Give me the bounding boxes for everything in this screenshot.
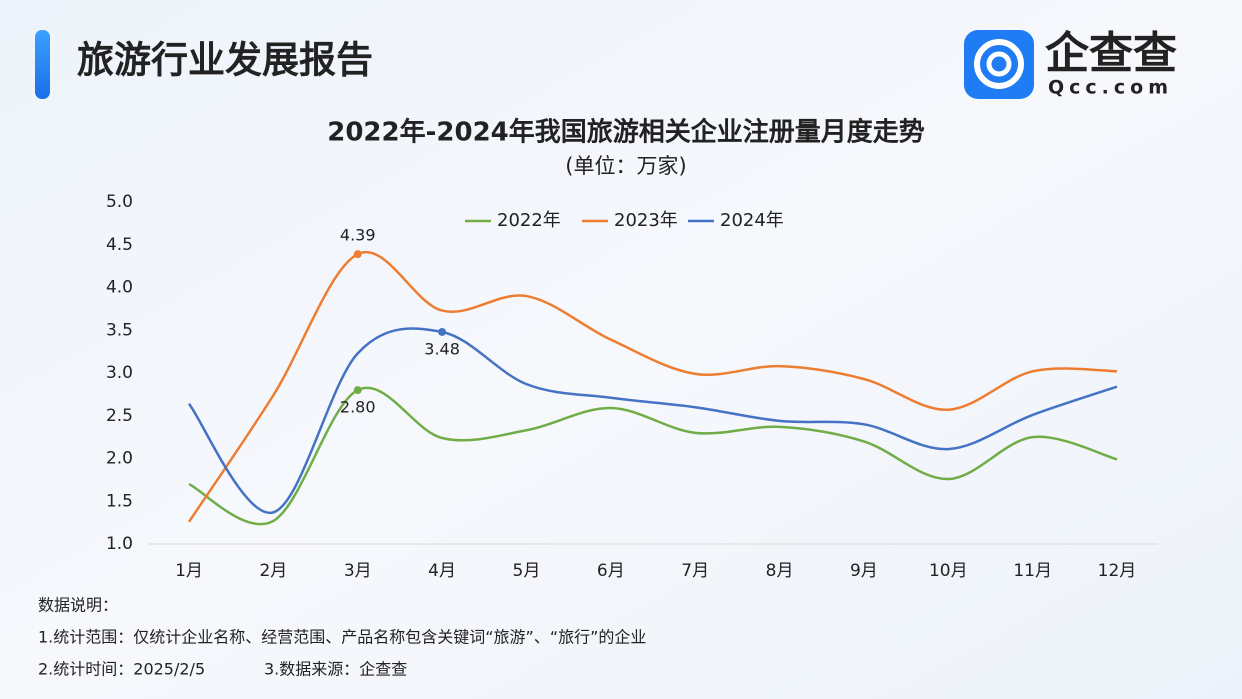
logo-inner [986, 51, 1012, 77]
chart-title: 2022年-2024年我国旅游相关企业注册量月度走势 [327, 117, 925, 148]
series-line [187, 250, 1118, 523]
logo-name: 企查查 [1045, 28, 1177, 79]
y-tick-label: 2.5 [106, 406, 133, 426]
x-tick-label: 4月 [428, 561, 456, 581]
legend-label: 2023年 [614, 210, 678, 231]
x-tick-label: 11月 [1013, 561, 1052, 581]
y-tick-label: 3.0 [106, 363, 133, 383]
series-line [188, 386, 1118, 526]
x-tick-label: 6月 [597, 561, 625, 581]
y-tick-label: 3.5 [106, 320, 133, 340]
data-label: 3.48 [424, 339, 460, 358]
x-tick-label: 7月 [681, 561, 709, 581]
data-point [353, 250, 362, 259]
data-label: 2.80 [340, 398, 376, 417]
legend-label: 2024年 [720, 210, 784, 231]
data-point [353, 386, 362, 395]
y-tick-label: 4.5 [106, 235, 133, 255]
report-title: 旅游行业发展报告 [77, 39, 373, 82]
notes-heading: 数据说明： [38, 596, 118, 615]
data-point [438, 327, 447, 336]
y-tick-label: 1.5 [106, 491, 133, 511]
y-tick-label: 1.0 [106, 534, 133, 554]
legend-label: 2022年 [497, 210, 561, 231]
note: 1.统计范围：仅统计企业名称、经营范围、产品名称包含关键词“旅游”、“旅行”的企… [38, 628, 646, 647]
x-tick-label: 1月 [175, 561, 203, 581]
y-tick-label: 4.0 [106, 278, 133, 298]
y-tick-label: 2.0 [106, 449, 133, 469]
y-tick-label: 5.0 [106, 192, 133, 212]
x-tick-label: 9月 [850, 561, 878, 581]
x-tick-label: 5月 [513, 561, 541, 581]
title-accent [35, 30, 50, 99]
x-tick-label: 12月 [1098, 561, 1137, 581]
data-label: 4.39 [340, 226, 376, 245]
x-tick-label: 10月 [929, 561, 968, 581]
chart-subtitle: (单位：万家) [565, 154, 686, 178]
series-line [188, 327, 1118, 514]
logo-site: Qcc.com [1048, 77, 1173, 99]
x-tick-label: 3月 [344, 561, 372, 581]
note: 2.统计时间：2025/2/5 [38, 660, 205, 679]
x-tick-label: 2月 [259, 561, 287, 581]
note: 3.数据来源：企查查 [264, 660, 407, 679]
logo-ring [974, 39, 1024, 89]
x-tick-label: 8月 [766, 561, 794, 581]
